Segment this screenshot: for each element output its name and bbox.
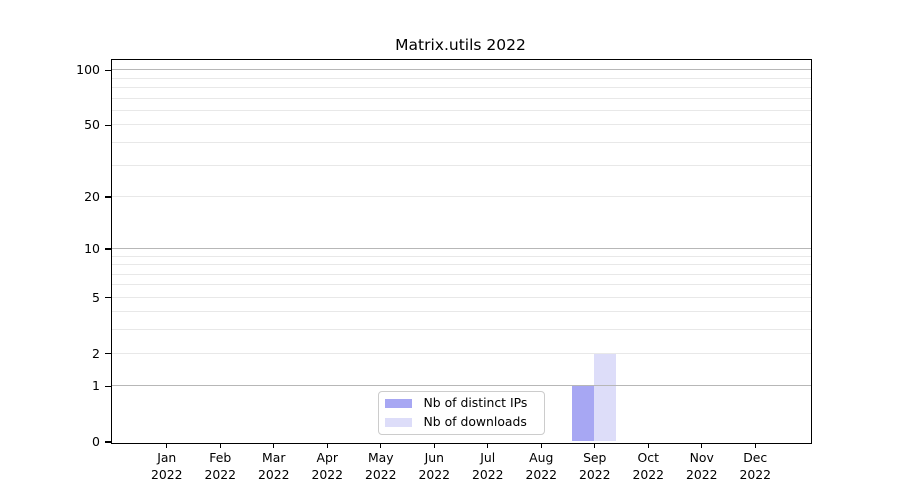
chart-title: Matrix.utils 2022 xyxy=(395,36,526,54)
gridline-emphasized-1 xyxy=(111,385,811,387)
y-tick-mark-0 xyxy=(105,441,112,443)
x-tick-mark-jun xyxy=(433,443,435,448)
gridline-40 xyxy=(111,142,811,144)
y-tick-mark-100 xyxy=(105,69,112,72)
legend-label-downloads: Nb of downloads xyxy=(423,414,527,430)
y-tick-mark-20 xyxy=(105,196,112,198)
x-tick-mark-nov xyxy=(701,443,703,448)
bar-nb-of-downloads-sep xyxy=(594,353,617,442)
y-tick-label-100: 100 xyxy=(76,62,100,78)
legend-item-downloads: Nb of downloads xyxy=(384,413,544,432)
legend-label-distinct-ips: Nb of distinct IPs xyxy=(423,395,528,411)
x-tick-label-nov: Nov 2022 xyxy=(685,450,718,482)
x-tick-mark-apr xyxy=(326,443,328,448)
x-tick-mark-mar xyxy=(273,443,275,448)
x-tick-mark-jan xyxy=(166,443,168,448)
x-tick-label-mar: Mar 2022 xyxy=(257,450,290,482)
bars-layer xyxy=(112,60,811,443)
gridline-50 xyxy=(111,124,811,126)
y-tick-label-2: 2 xyxy=(92,345,100,361)
gridline-30 xyxy=(111,164,811,166)
x-tick-mark-aug xyxy=(540,443,542,448)
gridline-4 xyxy=(111,311,811,313)
gridline-6 xyxy=(111,284,811,286)
legend-swatch-downloads xyxy=(384,417,412,428)
y-tick-label-20: 20 xyxy=(84,188,100,204)
x-tick-label-jul: Jul 2022 xyxy=(471,450,504,482)
gridline-70 xyxy=(111,97,811,99)
y-tick-mark-5 xyxy=(105,297,112,299)
y-tick-label-0: 0 xyxy=(92,434,100,449)
gridline-2 xyxy=(111,352,811,354)
gridline-20 xyxy=(111,195,811,197)
x-tick-mark-oct xyxy=(647,443,649,448)
gridline-5 xyxy=(111,296,811,298)
x-tick-label-sep: Sep 2022 xyxy=(578,450,611,482)
x-tick-mark-may xyxy=(380,443,382,448)
gridline-9 xyxy=(111,255,811,257)
legend: Nb of distinct IPs Nb of downloads xyxy=(377,391,545,435)
x-tick-mark-sep xyxy=(594,443,596,448)
x-tick-label-oct: Oct 2022 xyxy=(632,450,665,482)
gridline-emphasized-100 xyxy=(111,69,811,71)
y-tick-label-1: 1 xyxy=(92,378,100,394)
y-tick-label-50: 50 xyxy=(84,117,100,133)
x-tick-mark-feb xyxy=(219,443,221,448)
x-tick-label-apr: Apr 2022 xyxy=(311,450,344,482)
legend-item-distinct-ips: Nb of distinct IPs xyxy=(384,394,544,413)
y-tick-label-5: 5 xyxy=(92,289,100,305)
x-tick-label-may: May 2022 xyxy=(364,450,397,482)
gridline-7 xyxy=(111,273,811,275)
y-tick-mark-10 xyxy=(105,248,112,250)
x-tick-label-feb: Feb 2022 xyxy=(204,450,237,482)
y-tick-mark-1 xyxy=(105,385,112,387)
y-tick-mark-2 xyxy=(105,352,112,355)
x-tick-mark-jul xyxy=(487,443,489,448)
gridline-8 xyxy=(111,264,811,266)
gridline-emphasized-10 xyxy=(111,247,811,249)
x-tick-mark-dec xyxy=(754,443,756,448)
gridlines-layer xyxy=(111,60,811,443)
gridline-80 xyxy=(111,87,811,89)
x-tick-label-jan: Jan 2022 xyxy=(150,450,183,482)
x-tick-label-aug: Aug 2022 xyxy=(525,450,558,482)
gridline-90 xyxy=(111,77,811,79)
plot-area: Nb of distinct IPs Nb of downloads xyxy=(110,58,812,444)
x-tick-label-jun: Jun 2022 xyxy=(418,450,451,482)
gridline-3 xyxy=(111,329,811,331)
legend-swatch-distinct-ips xyxy=(384,398,412,409)
bar-nb-of-distinct-ips-sep xyxy=(572,385,595,442)
x-tick-label-dec: Dec 2022 xyxy=(739,450,772,482)
y-tick-mark-50 xyxy=(105,124,112,127)
y-tick-label-10: 10 xyxy=(84,240,100,256)
gridline-60 xyxy=(111,110,811,112)
